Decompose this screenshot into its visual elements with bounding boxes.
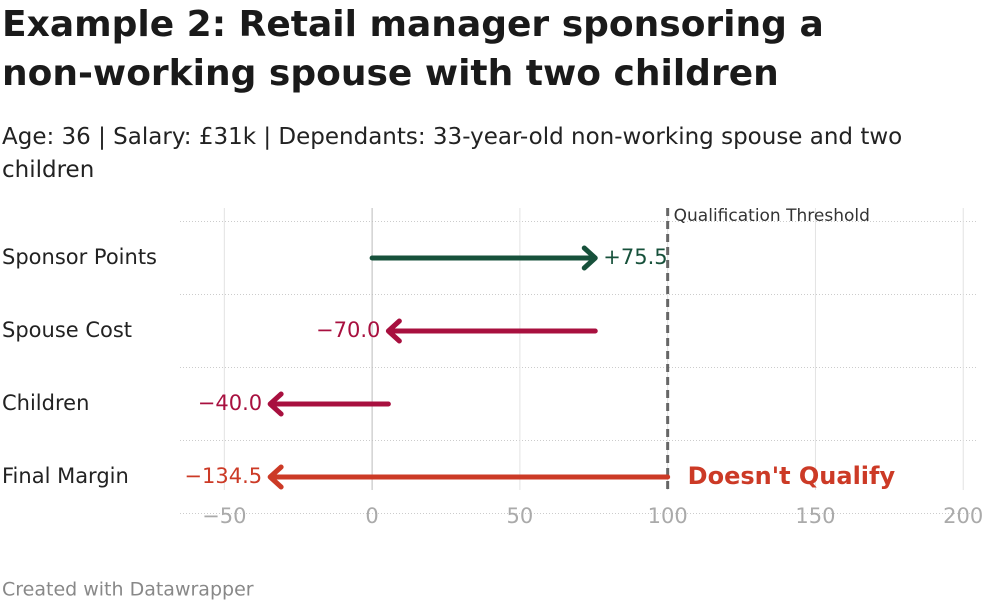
- value-label: −70.0: [316, 318, 380, 342]
- value-label: −134.5: [184, 464, 262, 488]
- x-tick-label: 150: [795, 504, 835, 528]
- category-label: Children: [2, 391, 89, 415]
- category-label: Final Margin: [2, 464, 129, 488]
- arrow: [369, 245, 598, 271]
- arrow: [267, 391, 391, 417]
- footer: Created with Datawrapper: [2, 579, 254, 601]
- x-tick-label: 100: [648, 504, 688, 528]
- threshold-label: Qualification Threshold: [674, 206, 870, 226]
- arrow: [267, 464, 671, 490]
- category-label: Sponsor Points: [2, 245, 157, 269]
- chart-subtitle: Age: 36 | Salary: £31k | Dependants: 33-…: [2, 124, 902, 183]
- value-label: +75.5: [603, 245, 667, 269]
- annotation: Doesn't Qualify: [688, 462, 896, 490]
- value-label: −40.0: [198, 391, 262, 415]
- chart-title: Example 2: Retail manager sponsoring a no…: [2, 4, 824, 94]
- category-label: Spouse Cost: [2, 318, 132, 342]
- x-tick-label: 50: [507, 504, 534, 528]
- x-tick-label: 0: [365, 504, 378, 528]
- x-tick-label: −50: [202, 504, 246, 528]
- arrow: [385, 318, 598, 344]
- x-tick-label: 200: [943, 504, 983, 528]
